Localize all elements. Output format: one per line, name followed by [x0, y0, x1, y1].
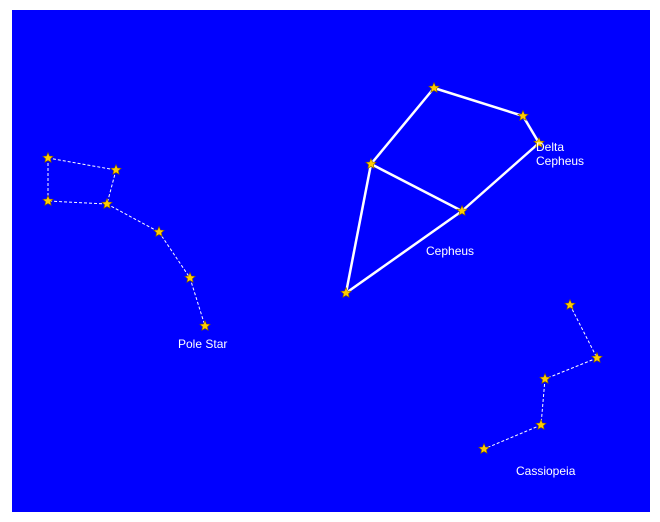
cepheus-label: Cepheus [426, 244, 474, 258]
delta-cepheus-label: Delta Cepheus [536, 140, 586, 168]
cassiopeia-label: Cassiopeia [516, 464, 575, 478]
sky [0, 0, 660, 522]
pole-star-label: Pole Star [178, 337, 227, 351]
sky-background [12, 10, 650, 512]
star-map: Pole Star Cepheus Delta Cepheus Cassiope… [0, 0, 660, 522]
